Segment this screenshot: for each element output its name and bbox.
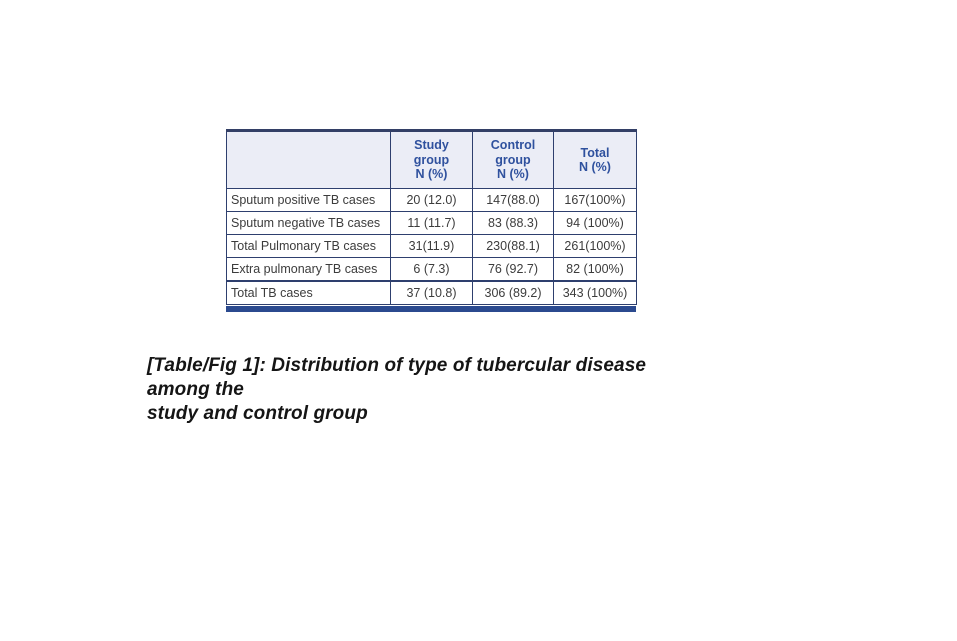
- total-cell: 94 (100%): [553, 211, 637, 235]
- total-cell: 167(100%): [553, 188, 637, 212]
- header-cell-control-group: Control group N (%): [472, 130, 554, 189]
- row-label-cell: Total Pulmonary TB cases: [226, 234, 391, 258]
- caption-line: study and control group: [147, 403, 368, 424]
- study-group-cell: 6 (7.3): [390, 257, 473, 282]
- control-group-cell: 306 (89.2): [472, 280, 554, 305]
- header-cell-study-group: Study group N (%): [390, 130, 473, 189]
- study-group-cell: 11 (11.7): [390, 211, 473, 235]
- row-label-cell: Extra pulmonary TB cases: [226, 257, 391, 282]
- row-label-cell: Sputum negative TB cases: [226, 211, 391, 235]
- table-header-row: Study group N (%) Control group N (%) To…: [226, 130, 637, 189]
- caption-line: among the: [147, 379, 244, 400]
- control-group-cell: 147(88.0): [472, 188, 554, 212]
- figure-table-container: Study group N (%) Control group N (%) To…: [226, 129, 637, 312]
- tb-distribution-table: Study group N (%) Control group N (%) To…: [226, 129, 637, 305]
- header-cell-empty: [226, 130, 391, 189]
- caption-line: [Table/Fig 1]: Distribution of type of t…: [147, 355, 647, 376]
- table-row: Sputum negative TB cases 11 (11.7) 83 (8…: [226, 211, 637, 235]
- study-group-cell: 37 (10.8): [390, 280, 473, 305]
- control-group-cell: 83 (88.3): [472, 211, 554, 235]
- total-cell: 261(100%): [553, 234, 637, 258]
- table-row: Extra pulmonary TB cases 6 (7.3) 76 (92.…: [226, 257, 637, 282]
- table-row: Total Pulmonary TB cases 31(11.9) 230(88…: [226, 234, 637, 258]
- header-cell-total: Total N (%): [553, 130, 637, 189]
- figure-caption: [Table/Fig 1]: Distribution of type of t…: [147, 354, 767, 426]
- study-group-cell: 31(11.9): [390, 234, 473, 258]
- total-cell: 343 (100%): [553, 280, 637, 305]
- study-group-cell: 20 (12.0): [390, 188, 473, 212]
- row-label-cell: Sputum positive TB cases: [226, 188, 391, 212]
- table-bottom-accent-bar: [226, 306, 636, 312]
- control-group-cell: 76 (92.7): [472, 257, 554, 282]
- total-cell: 82 (100%): [553, 257, 637, 282]
- table-row: Sputum positive TB cases 20 (12.0) 147(8…: [226, 188, 637, 212]
- row-label-cell: Total TB cases: [226, 280, 391, 305]
- table-row-total: Total TB cases 37 (10.8) 306 (89.2) 343 …: [226, 280, 637, 305]
- control-group-cell: 230(88.1): [472, 234, 554, 258]
